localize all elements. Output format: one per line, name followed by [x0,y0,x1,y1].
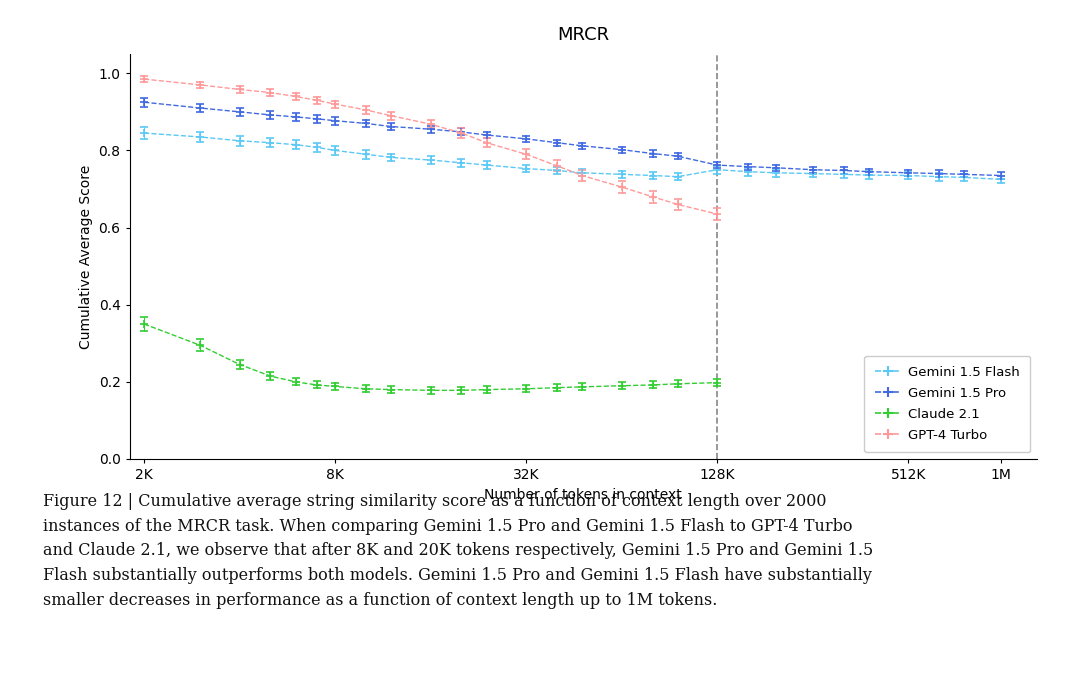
X-axis label: Number of tokens in context: Number of tokens in context [484,487,683,502]
Text: Figure 12 | Cumulative average string similarity score as a function of context : Figure 12 | Cumulative average string si… [43,493,874,609]
Legend: Gemini 1.5 Flash, Gemini 1.5 Pro, Claude 2.1, GPT-4 Turbo: Gemini 1.5 Flash, Gemini 1.5 Pro, Claude… [864,356,1030,452]
Title: MRCR: MRCR [557,26,609,44]
Y-axis label: Cumulative Average Score: Cumulative Average Score [79,165,93,348]
